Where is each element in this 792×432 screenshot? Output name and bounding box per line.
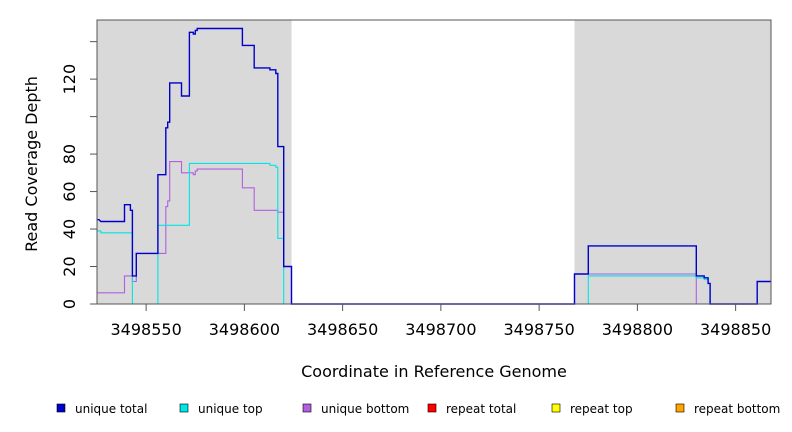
y-tick-label: 120 bbox=[60, 64, 79, 95]
legend-item: unique bottom bbox=[302, 402, 409, 416]
legend-swatch bbox=[302, 403, 312, 413]
y-tick-label: 80 bbox=[60, 144, 79, 164]
legend-swatch bbox=[675, 403, 685, 413]
plot-background bbox=[97, 20, 771, 304]
x-tick-label: 3498550 bbox=[110, 320, 181, 339]
x-axis: 3498550 3498600 3498650 3498700 3498750 34988… bbox=[110, 303, 771, 339]
legend-item: repeat top bbox=[551, 402, 633, 416]
legend-label: repeat top bbox=[570, 402, 633, 416]
x-tick-label: 3498650 bbox=[307, 320, 378, 339]
x-tick-label: 3498850 bbox=[700, 320, 771, 339]
legend-item: repeat bottom bbox=[675, 402, 780, 416]
y-tick-label: 60 bbox=[60, 181, 79, 201]
legend-label: repeat bottom bbox=[694, 402, 780, 416]
legend-swatch bbox=[427, 403, 437, 413]
x-tick-label: 3498700 bbox=[405, 320, 476, 339]
y-tick-label: 40 bbox=[60, 219, 79, 239]
y-tick-label: 20 bbox=[60, 256, 79, 276]
series-line-unique-total bbox=[97, 27, 771, 305]
legend-label: unique top bbox=[198, 402, 263, 416]
legend: unique total unique top unique bottom repea… bbox=[56, 402, 780, 416]
legend-label: repeat total bbox=[446, 402, 516, 416]
y-axis-title: Read Coverage Depth bbox=[22, 76, 41, 252]
shaded-region bbox=[97, 20, 292, 304]
legend-label: unique bottom bbox=[321, 402, 409, 416]
legend-swatch bbox=[179, 403, 189, 413]
legend-item: unique top bbox=[179, 402, 263, 416]
x-tick-label: 3498600 bbox=[209, 320, 280, 339]
legend-label: unique total bbox=[75, 402, 147, 416]
legend-swatch bbox=[551, 403, 561, 413]
x-axis-title: Coordinate in Reference Genome bbox=[301, 362, 567, 381]
x-tick-label: 3498800 bbox=[602, 320, 673, 339]
legend-item: unique total bbox=[56, 402, 147, 416]
y-axis: 0 20 40 60 80 120 bbox=[60, 41, 98, 309]
y-tick-label: 0 bbox=[60, 299, 79, 309]
legend-item: repeat total bbox=[427, 402, 516, 416]
legend-swatch bbox=[56, 403, 66, 413]
shaded-region bbox=[574, 20, 771, 304]
x-tick-label: 3498750 bbox=[503, 320, 574, 339]
